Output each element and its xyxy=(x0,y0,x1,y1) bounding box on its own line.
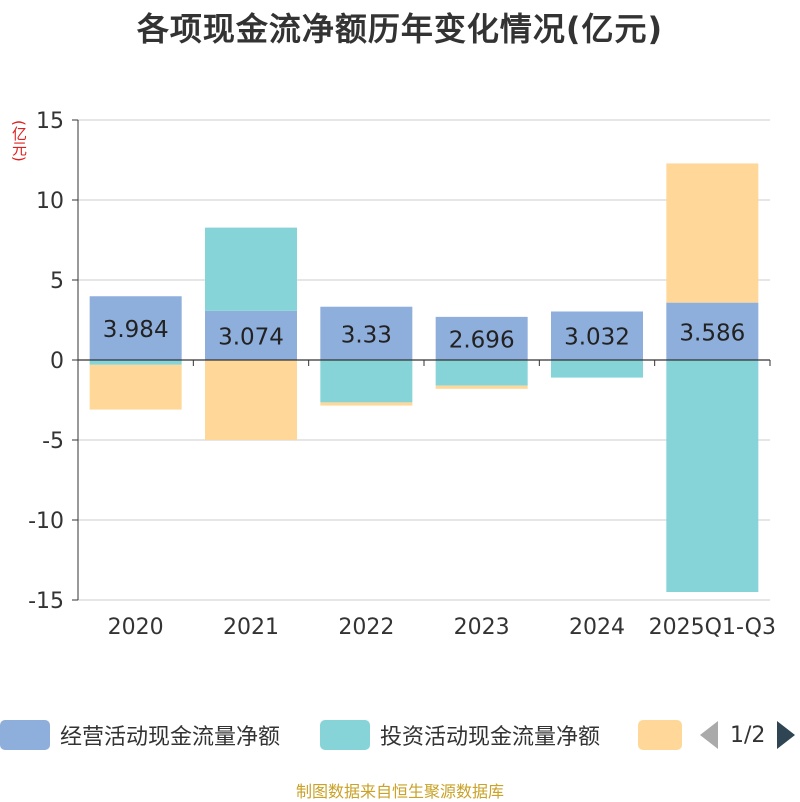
legend-pager: 1/2 xyxy=(700,720,796,750)
data-label-2023: 2.696 xyxy=(449,327,515,353)
x-tick-label-2020: 2020 xyxy=(108,615,164,640)
y-tick-label: 15 xyxy=(36,109,64,134)
data-label-2022: 3.33 xyxy=(341,322,392,348)
chart-title: 各项现金流净额历年变化情况(亿元) xyxy=(136,10,664,48)
legend-swatch-investing xyxy=(320,720,370,750)
bar-series2-2021 xyxy=(205,360,297,440)
legend: 经营活动现金流量净额 投资活动现金流量净额 1/2 xyxy=(0,712,800,756)
bar-series1-2025Q1-Q3 xyxy=(666,360,759,592)
legend-item-financing[interactable] xyxy=(638,720,682,750)
y-tick-label: 10 xyxy=(36,189,64,214)
bar-series0-2025Q1-Q3 xyxy=(666,302,759,360)
y-tick-label: 5 xyxy=(50,269,64,294)
legend-prev-page-icon[interactable] xyxy=(700,721,718,749)
x-tick-label-2024: 2024 xyxy=(569,615,625,640)
chart-canvas: 15 10 5 0 -5 -10 -15 3.984 3.074 3.33 2.696 3.032 3.… xyxy=(28,109,776,640)
legend-swatch-operating xyxy=(0,720,50,750)
y-axis-unit-label: (亿元) xyxy=(10,120,28,162)
data-label-2024: 3.032 xyxy=(564,325,630,351)
bar-series0-2024 xyxy=(551,311,643,360)
bar-series0-2023 xyxy=(435,316,528,360)
legend-page-indicator: 1/2 xyxy=(730,722,766,748)
legend-item-operating[interactable]: 经营活动现金流量净额 xyxy=(0,720,280,750)
bar-series2-2022 xyxy=(320,402,413,406)
bar-series0-2021 xyxy=(205,310,297,360)
legend-item-investing[interactable]: 投资活动现金流量净额 xyxy=(320,720,600,750)
bar-series1-2022 xyxy=(320,360,413,403)
bar-series0-2022 xyxy=(320,306,413,360)
data-label-2020: 3.984 xyxy=(103,317,169,343)
bar-series1-2023 xyxy=(435,360,528,386)
legend-next-page-icon[interactable] xyxy=(777,721,796,749)
bar-series2-2023 xyxy=(435,385,528,389)
x-tick-label-2025Q1-Q3: 2025Q1-Q3 xyxy=(649,615,776,640)
x-tick-label-2023: 2023 xyxy=(454,615,510,640)
bar-series0-2020 xyxy=(89,296,182,360)
data-source-footer: 制图数据来自恒生聚源数据库 xyxy=(295,782,504,801)
bar-series1-2024 xyxy=(551,360,643,378)
legend-label-operating: 经营活动现金流量净额 xyxy=(60,725,281,750)
bar-series1-2021 xyxy=(205,227,297,311)
data-label-2021: 3.074 xyxy=(218,324,284,350)
data-label-2025Q1-Q3: 3.586 xyxy=(679,320,745,346)
y-tick-label: -15 xyxy=(28,589,64,614)
bar-series2-2025Q1-Q3 xyxy=(666,163,759,303)
bar-series1-2020 xyxy=(89,360,182,365)
x-tick-label-2021: 2021 xyxy=(223,615,279,640)
y-tick-label: -5 xyxy=(42,429,64,454)
y-tick-label: 0 xyxy=(50,349,64,374)
bar-series2-2020 xyxy=(89,364,182,410)
x-tick-label-2022: 2022 xyxy=(338,615,394,640)
y-tick-label: -10 xyxy=(28,509,64,534)
legend-swatch-financing xyxy=(638,720,682,750)
legend-label-investing: 投资活动现金流量净额 xyxy=(380,725,601,750)
